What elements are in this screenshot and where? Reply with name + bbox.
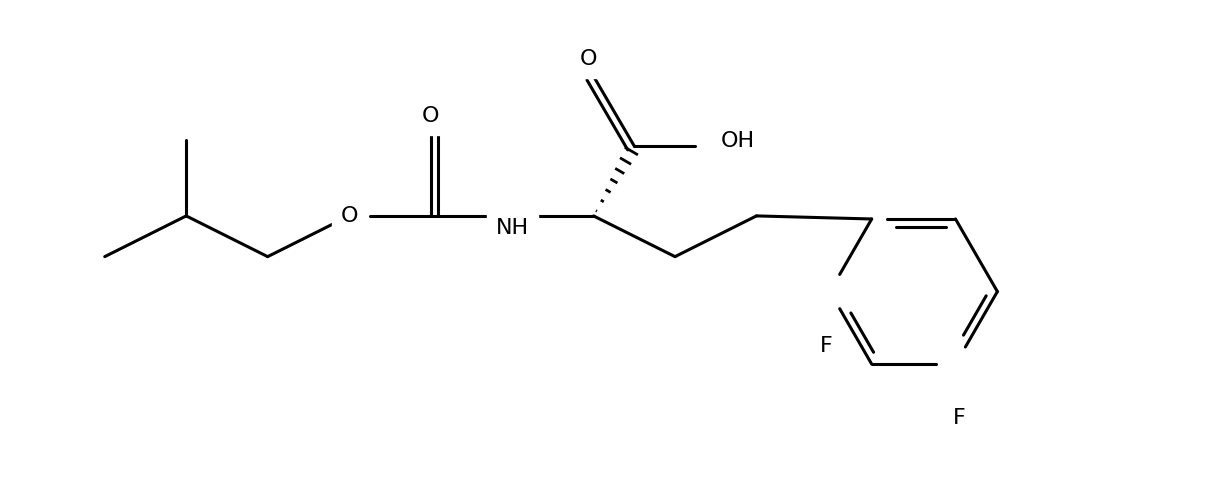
- Text: OH: OH: [721, 131, 754, 151]
- Text: O: O: [341, 206, 358, 226]
- Text: F: F: [953, 408, 965, 428]
- Text: O: O: [422, 106, 440, 126]
- Text: F: F: [820, 336, 832, 356]
- Text: O: O: [580, 49, 598, 69]
- Text: NH: NH: [495, 218, 529, 238]
